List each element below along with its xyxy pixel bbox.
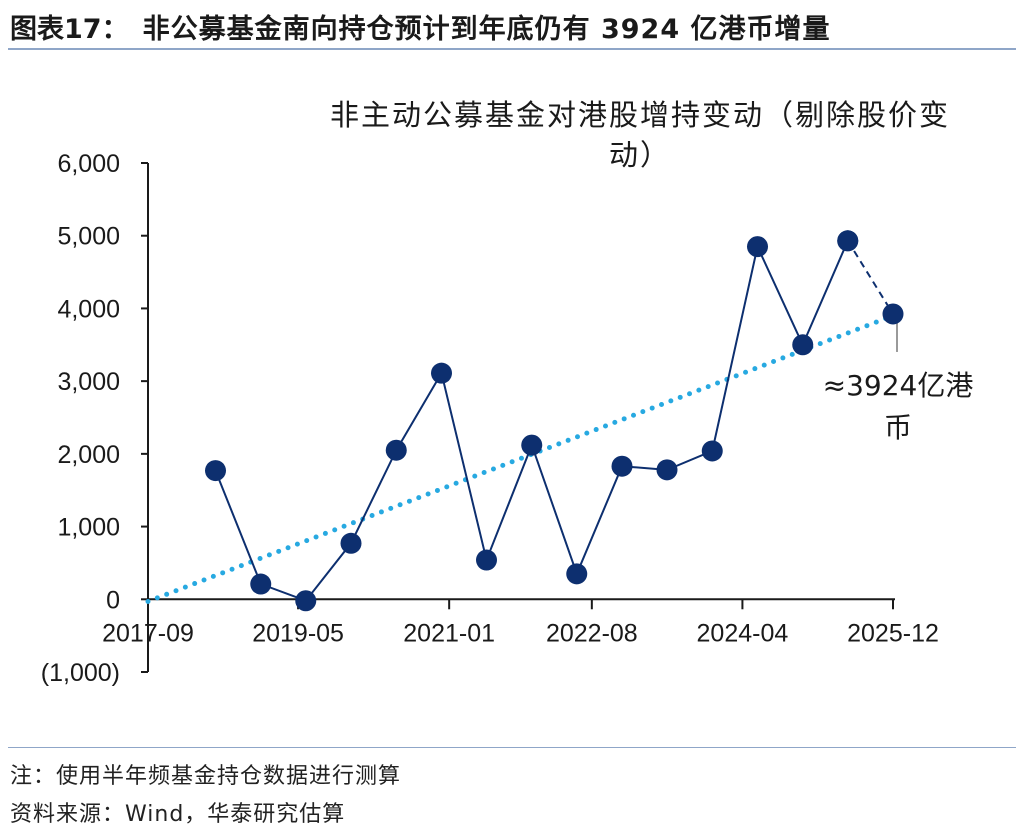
series-line (214, 240, 849, 602)
x-tick-label: 2019-05 (252, 619, 344, 647)
data-point (385, 439, 407, 461)
y-tick-label: 2,000 (57, 441, 120, 469)
data-point (340, 532, 362, 554)
y-tick-label: 0 (106, 586, 120, 614)
x-tick-label: 2021-01 (403, 619, 495, 647)
chart-title-line: 动） (609, 138, 671, 172)
y-tick-label: 6,000 (57, 150, 120, 178)
trend-line (145, 313, 896, 604)
y-tick-label: 1,000 (57, 514, 120, 542)
x-tick-label: 2022-08 (546, 619, 638, 647)
y-tick-label: 3,000 (57, 368, 120, 396)
figure-label: 图表17： (10, 13, 129, 45)
footnote: 注：使用半年频基金持仓数据进行测算 (10, 764, 402, 789)
data-point (566, 563, 588, 585)
figure-header: 图表17： 非公募基金南向持仓预计到年底仍有 3924 亿港币增量 (10, 6, 1014, 46)
data-point (205, 460, 227, 482)
annotation-text: 币 (884, 411, 912, 444)
y-tick-label: (1,000) (41, 659, 120, 687)
data-point (656, 459, 678, 481)
source-note: 资料来源：Wind，华泰研究估算 (10, 802, 346, 827)
figure-title: 非公募基金南向持仓预计到年底仍有 3924 亿港币增量 (142, 13, 831, 45)
y-tick-label: 4,000 (57, 295, 120, 323)
x-tick-label: 2024-04 (697, 619, 789, 647)
forecast-line (846, 240, 894, 315)
data-point (430, 362, 452, 384)
annotation-text: ≈3924亿港 (823, 369, 974, 402)
x-tick-label: 2017-09 (102, 619, 194, 647)
data-point (611, 455, 633, 477)
data-point (747, 236, 769, 258)
y-tick-label: 5,000 (57, 223, 120, 251)
data-point (295, 590, 317, 612)
data-point (521, 434, 543, 456)
data-point (837, 230, 859, 252)
x-tick-label: 2025-12 (847, 619, 939, 647)
footer-divider (8, 747, 1016, 748)
data-point (792, 334, 814, 356)
header-divider (8, 48, 1016, 50)
data-point (882, 303, 904, 325)
data-point (476, 549, 498, 571)
chart-title-line: 非主动公募基金对港股增持变动（剔除股价变 (330, 98, 950, 132)
data-point (701, 440, 723, 462)
data-point (250, 573, 272, 595)
